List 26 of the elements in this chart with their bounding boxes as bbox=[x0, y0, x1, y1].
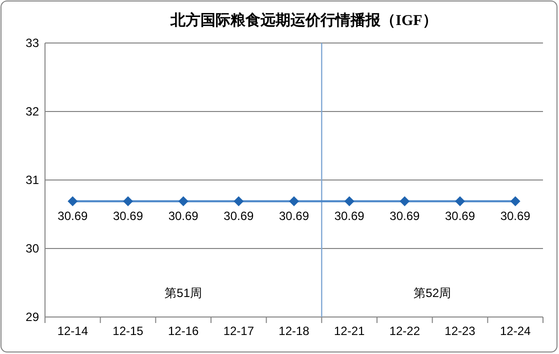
data-label: 30.69 bbox=[500, 209, 531, 224]
x-tick-label: 12-23 bbox=[444, 324, 476, 338]
data-label: 30.69 bbox=[168, 209, 199, 224]
annotation: 第51周 bbox=[164, 286, 202, 300]
y-tick-label: 33 bbox=[26, 36, 40, 50]
y-tick-label: 29 bbox=[26, 310, 40, 324]
data-label: 30.69 bbox=[224, 209, 254, 224]
data-label: 30.69 bbox=[278, 209, 310, 224]
x-tick-label: 12-16 bbox=[168, 324, 199, 338]
x-tick-label: 12-21 bbox=[334, 324, 365, 338]
y-tick-label: 32 bbox=[26, 104, 40, 118]
chart-title: 北方国际粮食远期运价行情播报（IGF） bbox=[170, 11, 438, 29]
data-label: 30.69 bbox=[390, 209, 420, 224]
y-tick-label: 31 bbox=[26, 173, 40, 187]
data-label: 30.69 bbox=[334, 209, 365, 224]
x-tick-label: 12-14 bbox=[57, 324, 88, 338]
x-tick-label: 12-18 bbox=[278, 324, 310, 338]
data-label: 30.69 bbox=[112, 209, 144, 224]
x-tick-label: 12-22 bbox=[389, 324, 420, 338]
x-tick-label: 12-24 bbox=[500, 324, 531, 338]
x-tick-label: 12-17 bbox=[223, 324, 254, 338]
data-label: 30.69 bbox=[58, 209, 88, 224]
data-label: 30.69 bbox=[444, 209, 476, 224]
x-tick-label: 12-15 bbox=[112, 324, 144, 338]
annotation: 第52周 bbox=[414, 286, 452, 300]
y-tick-label: 30 bbox=[26, 242, 40, 256]
